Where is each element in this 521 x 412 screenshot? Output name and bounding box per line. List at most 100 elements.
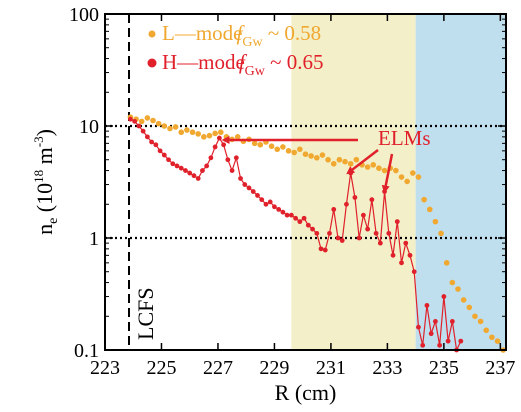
reference-lines: LCFS <box>105 14 506 350</box>
point-l-mode <box>342 158 348 165</box>
x-tick-label: 227 <box>203 357 233 379</box>
point-h-mode <box>331 207 337 212</box>
legend-marker-h-mode <box>147 58 157 68</box>
point-l-mode <box>167 125 173 132</box>
legend-label-h-mode: H—modefGw ~ 0.65 <box>162 50 324 79</box>
lcfs-label: LCFS <box>133 287 158 340</box>
point-l-mode <box>251 140 258 147</box>
shaded-region-1 <box>291 14 416 350</box>
x-axis-label: R (cm) <box>275 380 337 405</box>
point-l-mode <box>144 115 151 121</box>
x-tick-label: 233 <box>372 357 402 379</box>
point-h-mode <box>428 331 434 337</box>
point-l-mode <box>217 129 224 136</box>
point-h-mode <box>238 176 243 181</box>
point-h-mode <box>128 116 133 122</box>
y-axis-label: ne (1018 m-3) <box>31 129 61 235</box>
y-tick-label: 0.1 <box>74 340 99 362</box>
point-h-mode <box>399 260 404 266</box>
point-l-mode <box>438 230 444 237</box>
point-l-mode <box>308 153 314 159</box>
point-h-mode <box>136 123 142 129</box>
point-h-mode <box>314 230 320 236</box>
point-l-mode <box>449 279 456 286</box>
point-l-mode <box>443 260 450 266</box>
shaded-regions <box>291 14 506 350</box>
point-l-mode <box>381 167 388 174</box>
point-h-mode <box>386 230 392 236</box>
point-l-mode <box>184 127 190 133</box>
point-h-mode <box>424 303 430 308</box>
point-l-mode <box>150 117 156 124</box>
point-h-mode <box>420 342 426 348</box>
point-h-mode <box>263 201 269 207</box>
point-h-mode <box>377 240 383 246</box>
point-h-mode <box>166 157 171 163</box>
x-tick-label: 237 <box>485 357 515 379</box>
point-h-mode <box>356 235 362 241</box>
point-h-mode <box>267 199 273 205</box>
x-tick-label: 231 <box>316 357 346 379</box>
point-l-mode <box>268 143 275 150</box>
point-h-mode <box>339 238 345 243</box>
point-h-mode <box>149 139 154 145</box>
x-tick-label: 229 <box>259 357 289 379</box>
point-h-mode <box>225 157 231 163</box>
y-tick-label: 1 <box>89 228 99 250</box>
point-h-mode <box>411 269 417 275</box>
point-h-mode <box>365 226 371 232</box>
point-l-mode <box>291 149 298 156</box>
point-h-mode <box>441 294 447 299</box>
point-h-mode <box>161 152 167 158</box>
point-l-mode <box>257 141 264 148</box>
plot-frame <box>104 13 507 351</box>
point-h-mode <box>208 155 214 161</box>
point-l-mode <box>494 338 501 344</box>
point-l-mode <box>472 313 478 320</box>
point-l-mode <box>421 196 427 203</box>
point-h-mode <box>276 207 282 212</box>
point-h-mode <box>390 252 396 258</box>
point-h-mode <box>200 168 205 173</box>
point-h-mode <box>259 197 265 203</box>
series-h-mode <box>128 116 464 353</box>
point-h-mode <box>335 235 341 241</box>
axis-ticks: 223 225 227 229 231 233 235 237 0.1 1 10 100 <box>69 4 515 379</box>
point-l-mode <box>302 151 309 158</box>
point-h-mode <box>216 135 222 141</box>
point-l-mode <box>404 178 410 185</box>
point-l-mode <box>206 132 213 139</box>
point-l-mode <box>138 118 145 125</box>
point-l-mode <box>455 286 461 292</box>
point-l-mode <box>370 162 377 168</box>
point-l-mode <box>466 304 473 311</box>
point-l-mode <box>234 134 241 140</box>
point-h-mode <box>174 163 180 169</box>
point-h-mode <box>178 165 184 171</box>
elms-annotation: ELMs <box>221 126 431 194</box>
point-h-mode <box>416 324 421 330</box>
point-h-mode <box>344 201 349 207</box>
point-l-mode <box>195 131 201 137</box>
point-l-mode <box>280 144 286 150</box>
point-h-mode <box>407 252 413 258</box>
point-l-mode <box>325 156 331 163</box>
axis-labels: R (cm) ne (1018 m-3) <box>31 129 336 405</box>
point-h-mode <box>250 189 256 194</box>
legend-marker-l-mode <box>148 30 156 38</box>
point-h-mode <box>246 185 252 191</box>
point-l-mode <box>285 148 292 154</box>
point-l-mode <box>460 297 467 303</box>
point-l-mode <box>274 146 281 153</box>
point-h-mode <box>144 134 150 140</box>
point-l-mode <box>347 160 354 167</box>
legend-label-l-mode: L—modefGw ~ 0.58 <box>162 21 321 50</box>
point-h-mode <box>322 247 328 253</box>
point-l-mode <box>189 129 196 136</box>
elms-arrow-2 <box>346 149 379 175</box>
point-h-mode <box>183 168 188 173</box>
point-l-mode <box>415 174 422 180</box>
point-l-mode <box>161 123 168 129</box>
point-l-mode <box>432 218 439 225</box>
